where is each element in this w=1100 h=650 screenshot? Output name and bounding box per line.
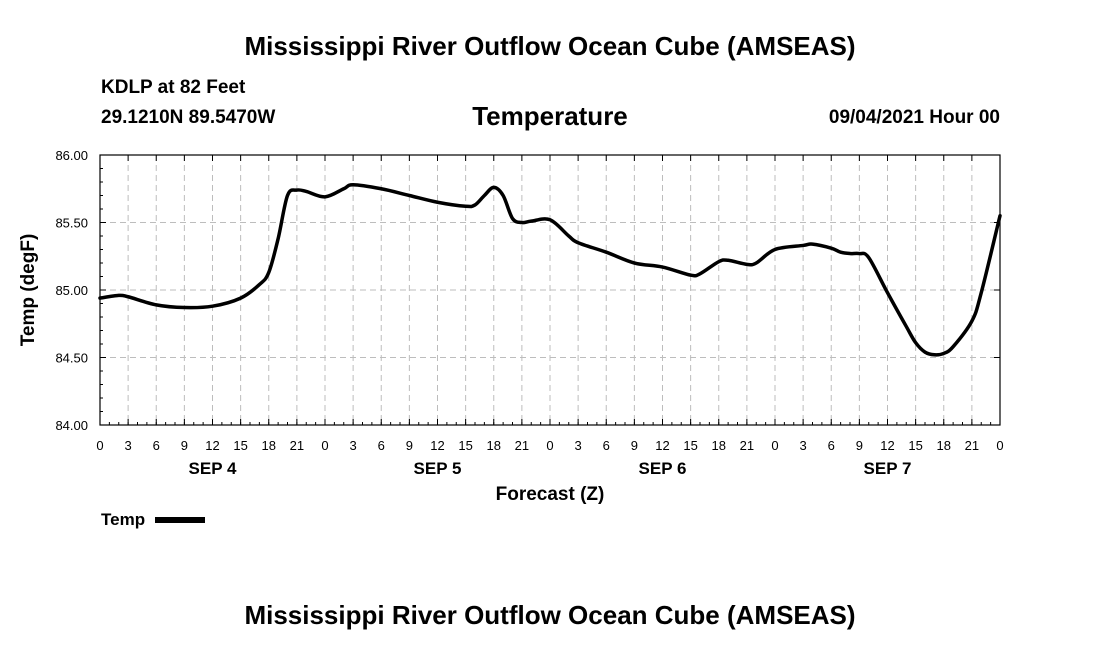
x-tick-label: 21 bbox=[740, 438, 754, 453]
plot-area-frame bbox=[99, 154, 1001, 426]
y-tick-label: 86.00 bbox=[55, 148, 88, 163]
day-label: SEP 5 bbox=[414, 459, 462, 478]
x-tick-label: 12 bbox=[880, 438, 894, 453]
x-tick-label: 15 bbox=[233, 438, 247, 453]
grid bbox=[100, 155, 1000, 425]
x-tick-label: 3 bbox=[575, 438, 582, 453]
y-axis-title: Temp (degF) bbox=[18, 234, 39, 347]
x-tick-label: 21 bbox=[515, 438, 529, 453]
x-tick-label: 0 bbox=[321, 438, 328, 453]
coordinates-label: 29.1210N 89.5470W bbox=[101, 107, 276, 128]
footer-title: Mississippi River Outflow Ocean Cube (AM… bbox=[244, 600, 856, 630]
x-tick-label: 0 bbox=[546, 438, 553, 453]
x-tick-label: 0 bbox=[771, 438, 778, 453]
x-tick-label: 6 bbox=[828, 438, 835, 453]
forecast-datetime: 09/04/2021 Hour 00 bbox=[828, 107, 1000, 128]
x-tick-label: 12 bbox=[430, 438, 444, 453]
x-tick-label: 18 bbox=[487, 438, 501, 453]
y-tick-label: 85.00 bbox=[55, 283, 88, 298]
y-tick-label: 84.00 bbox=[55, 418, 88, 433]
series-line-temp bbox=[98, 182, 1002, 357]
day-labels: SEP 4 SEP 5 SEP 6 SEP 7 bbox=[189, 459, 912, 478]
x-tick-label: 21 bbox=[290, 438, 304, 453]
chart-title: Mississippi River Outflow Ocean Cube (AM… bbox=[244, 31, 856, 61]
y-tick-label: 85.50 bbox=[55, 216, 88, 231]
x-tick-label: 9 bbox=[406, 438, 413, 453]
y-axis-tick-labels: 84.00 84.50 85.00 85.50 86.00 bbox=[55, 148, 88, 433]
x-tick-label: 18 bbox=[712, 438, 726, 453]
x-tick-label: 12 bbox=[655, 438, 669, 453]
x-tick-label: 3 bbox=[800, 438, 807, 453]
legend: Temp bbox=[101, 510, 206, 530]
day-label: SEP 7 bbox=[864, 459, 912, 478]
x-tick-label: 15 bbox=[683, 438, 697, 453]
day-label: SEP 4 bbox=[189, 459, 237, 478]
x-tick-label: 0 bbox=[96, 438, 103, 453]
x-tick-label: 6 bbox=[603, 438, 610, 453]
legend-swatch-temp bbox=[155, 517, 206, 523]
x-tick-label: 9 bbox=[631, 438, 638, 453]
x-tick-label: 0 bbox=[996, 438, 1003, 453]
day-label: SEP 6 bbox=[639, 459, 687, 478]
station-label: KDLP at 82 Feet bbox=[101, 77, 246, 98]
x-tick-label: 9 bbox=[181, 438, 188, 453]
x-tick-label: 18 bbox=[262, 438, 276, 453]
x-tick-label: 18 bbox=[937, 438, 951, 453]
x-axis-tick-labels: 0 3 6 9 12 15 18 21 0 3 6 9 12 15 18 21 0 3 6 9 12 15 18 21 0 3 6 9… bbox=[96, 438, 1003, 453]
x-tick-label: 15 bbox=[458, 438, 472, 453]
x-tick-label: 6 bbox=[153, 438, 160, 453]
legend-label-temp: Temp bbox=[101, 510, 146, 529]
x-tick-label: 12 bbox=[205, 438, 219, 453]
x-tick-label: 15 bbox=[908, 438, 922, 453]
x-tick-label: 9 bbox=[856, 438, 863, 453]
x-tick-label: 6 bbox=[378, 438, 385, 453]
x-tick-label: 21 bbox=[965, 438, 979, 453]
y-tick-label: 84.50 bbox=[55, 351, 88, 366]
variable-title: Temperature bbox=[472, 101, 628, 131]
x-axis-title: Forecast (Z) bbox=[496, 484, 605, 505]
x-tick-label: 3 bbox=[125, 438, 132, 453]
x-tick-label: 3 bbox=[350, 438, 357, 453]
